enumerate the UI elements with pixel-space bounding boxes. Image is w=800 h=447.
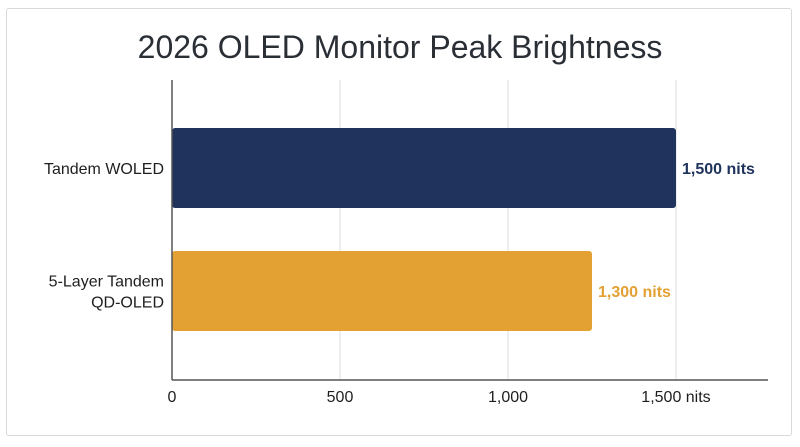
labels: 0 500 1,000 1,500 nits 1,500 nits Tandem WOLE… [44, 161, 755, 406]
data-label: 1,500 nits [682, 161, 755, 178]
category-label-line: QD-OLED [91, 295, 164, 312]
chart-frame [6, 8, 792, 436]
x-tick-label: 1,000 [488, 389, 528, 406]
category-label: 5-Layer Tandem QD-OLED [49, 274, 164, 312]
category-label-line: 5-Layer Tandem [49, 274, 164, 291]
bar-1 [172, 251, 592, 331]
x-tick-label: 500 [327, 389, 354, 406]
data-label: 1,300 nits [598, 284, 671, 301]
category-label-line: Tandem WOLED [44, 161, 164, 178]
grid-lines [339, 80, 677, 380]
category-label: Tandem WOLED [44, 161, 164, 178]
chart-title: 2026 OLED Monitor Peak Brightness [138, 29, 663, 65]
axes [171, 80, 768, 381]
x-tick-label: 1,500 nits [641, 389, 710, 406]
x-tick-label: 0 [168, 389, 177, 406]
bar-0 [172, 128, 676, 208]
bars [172, 128, 676, 331]
